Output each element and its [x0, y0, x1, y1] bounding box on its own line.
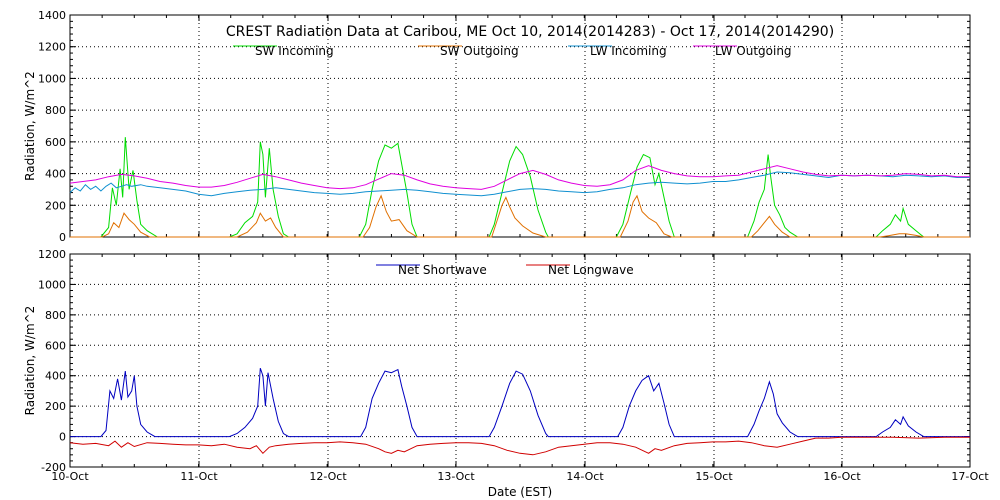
y-tick-label: -200: [41, 461, 66, 474]
chart-title: CREST Radiation Data at Caribou, ME Oct …: [226, 24, 834, 40]
y-tick-label: 600: [45, 136, 66, 149]
y-tick-label: 1400: [38, 9, 66, 22]
x-tick-label: 11-Oct: [180, 470, 218, 483]
y-tick-label: 1000: [38, 278, 66, 291]
net-longwave-line: [69, 436, 970, 456]
y-tick-label: 0: [59, 431, 66, 444]
legend-label-lw-incoming: LW Incoming: [590, 44, 667, 58]
x-tick-label: 16-Oct: [823, 470, 861, 483]
x-axis-title: Date (EST): [488, 485, 552, 499]
plot-frame: [69, 253, 971, 468]
x-tick-label: 17-Oct: [951, 470, 989, 483]
legend-label-net-longwave: Net Longwave: [548, 263, 634, 277]
x-tick-label: 13-Oct: [437, 470, 475, 483]
x-tick-label: 15-Oct: [695, 470, 733, 483]
legend-label-net-shortwave: Net Shortwave: [398, 263, 487, 277]
legend-label-sw-incoming: SW Incoming: [255, 44, 334, 58]
y-tick-label: 1200: [38, 248, 66, 261]
plot-frame: [69, 14, 971, 238]
x-tick-label: 10-Oct: [51, 470, 89, 483]
legend-label-sw-outgoing: SW Outgoing: [440, 44, 519, 58]
sw-outgoing-line: [70, 194, 970, 238]
y-axis-title: Radiation, W/m^2: [23, 306, 37, 416]
net-shortwave-line: [70, 367, 970, 438]
y-tick-label: 200: [45, 199, 66, 212]
lw-outgoing-line: [69, 165, 970, 190]
legend-label-lw-outgoing: LW Outgoing: [715, 44, 792, 58]
y-tick-label: 400: [45, 168, 66, 181]
y-tick-label: 200: [45, 400, 66, 413]
y-tick-label: 800: [45, 104, 66, 117]
y-tick-label: 0: [59, 231, 66, 244]
lw-incoming-line: [69, 171, 970, 197]
y-tick-label: 1200: [38, 41, 66, 54]
x-tick-label: 14-Oct: [566, 470, 604, 483]
y-tick-label: 1000: [38, 72, 66, 85]
y-tick-label: 600: [45, 339, 66, 352]
y-tick-label: 400: [45, 370, 66, 383]
x-tick-label: 12-Oct: [309, 470, 347, 483]
y-axis-title: Radiation, W/m^2: [23, 71, 37, 181]
y-tick-label: 800: [45, 309, 66, 322]
